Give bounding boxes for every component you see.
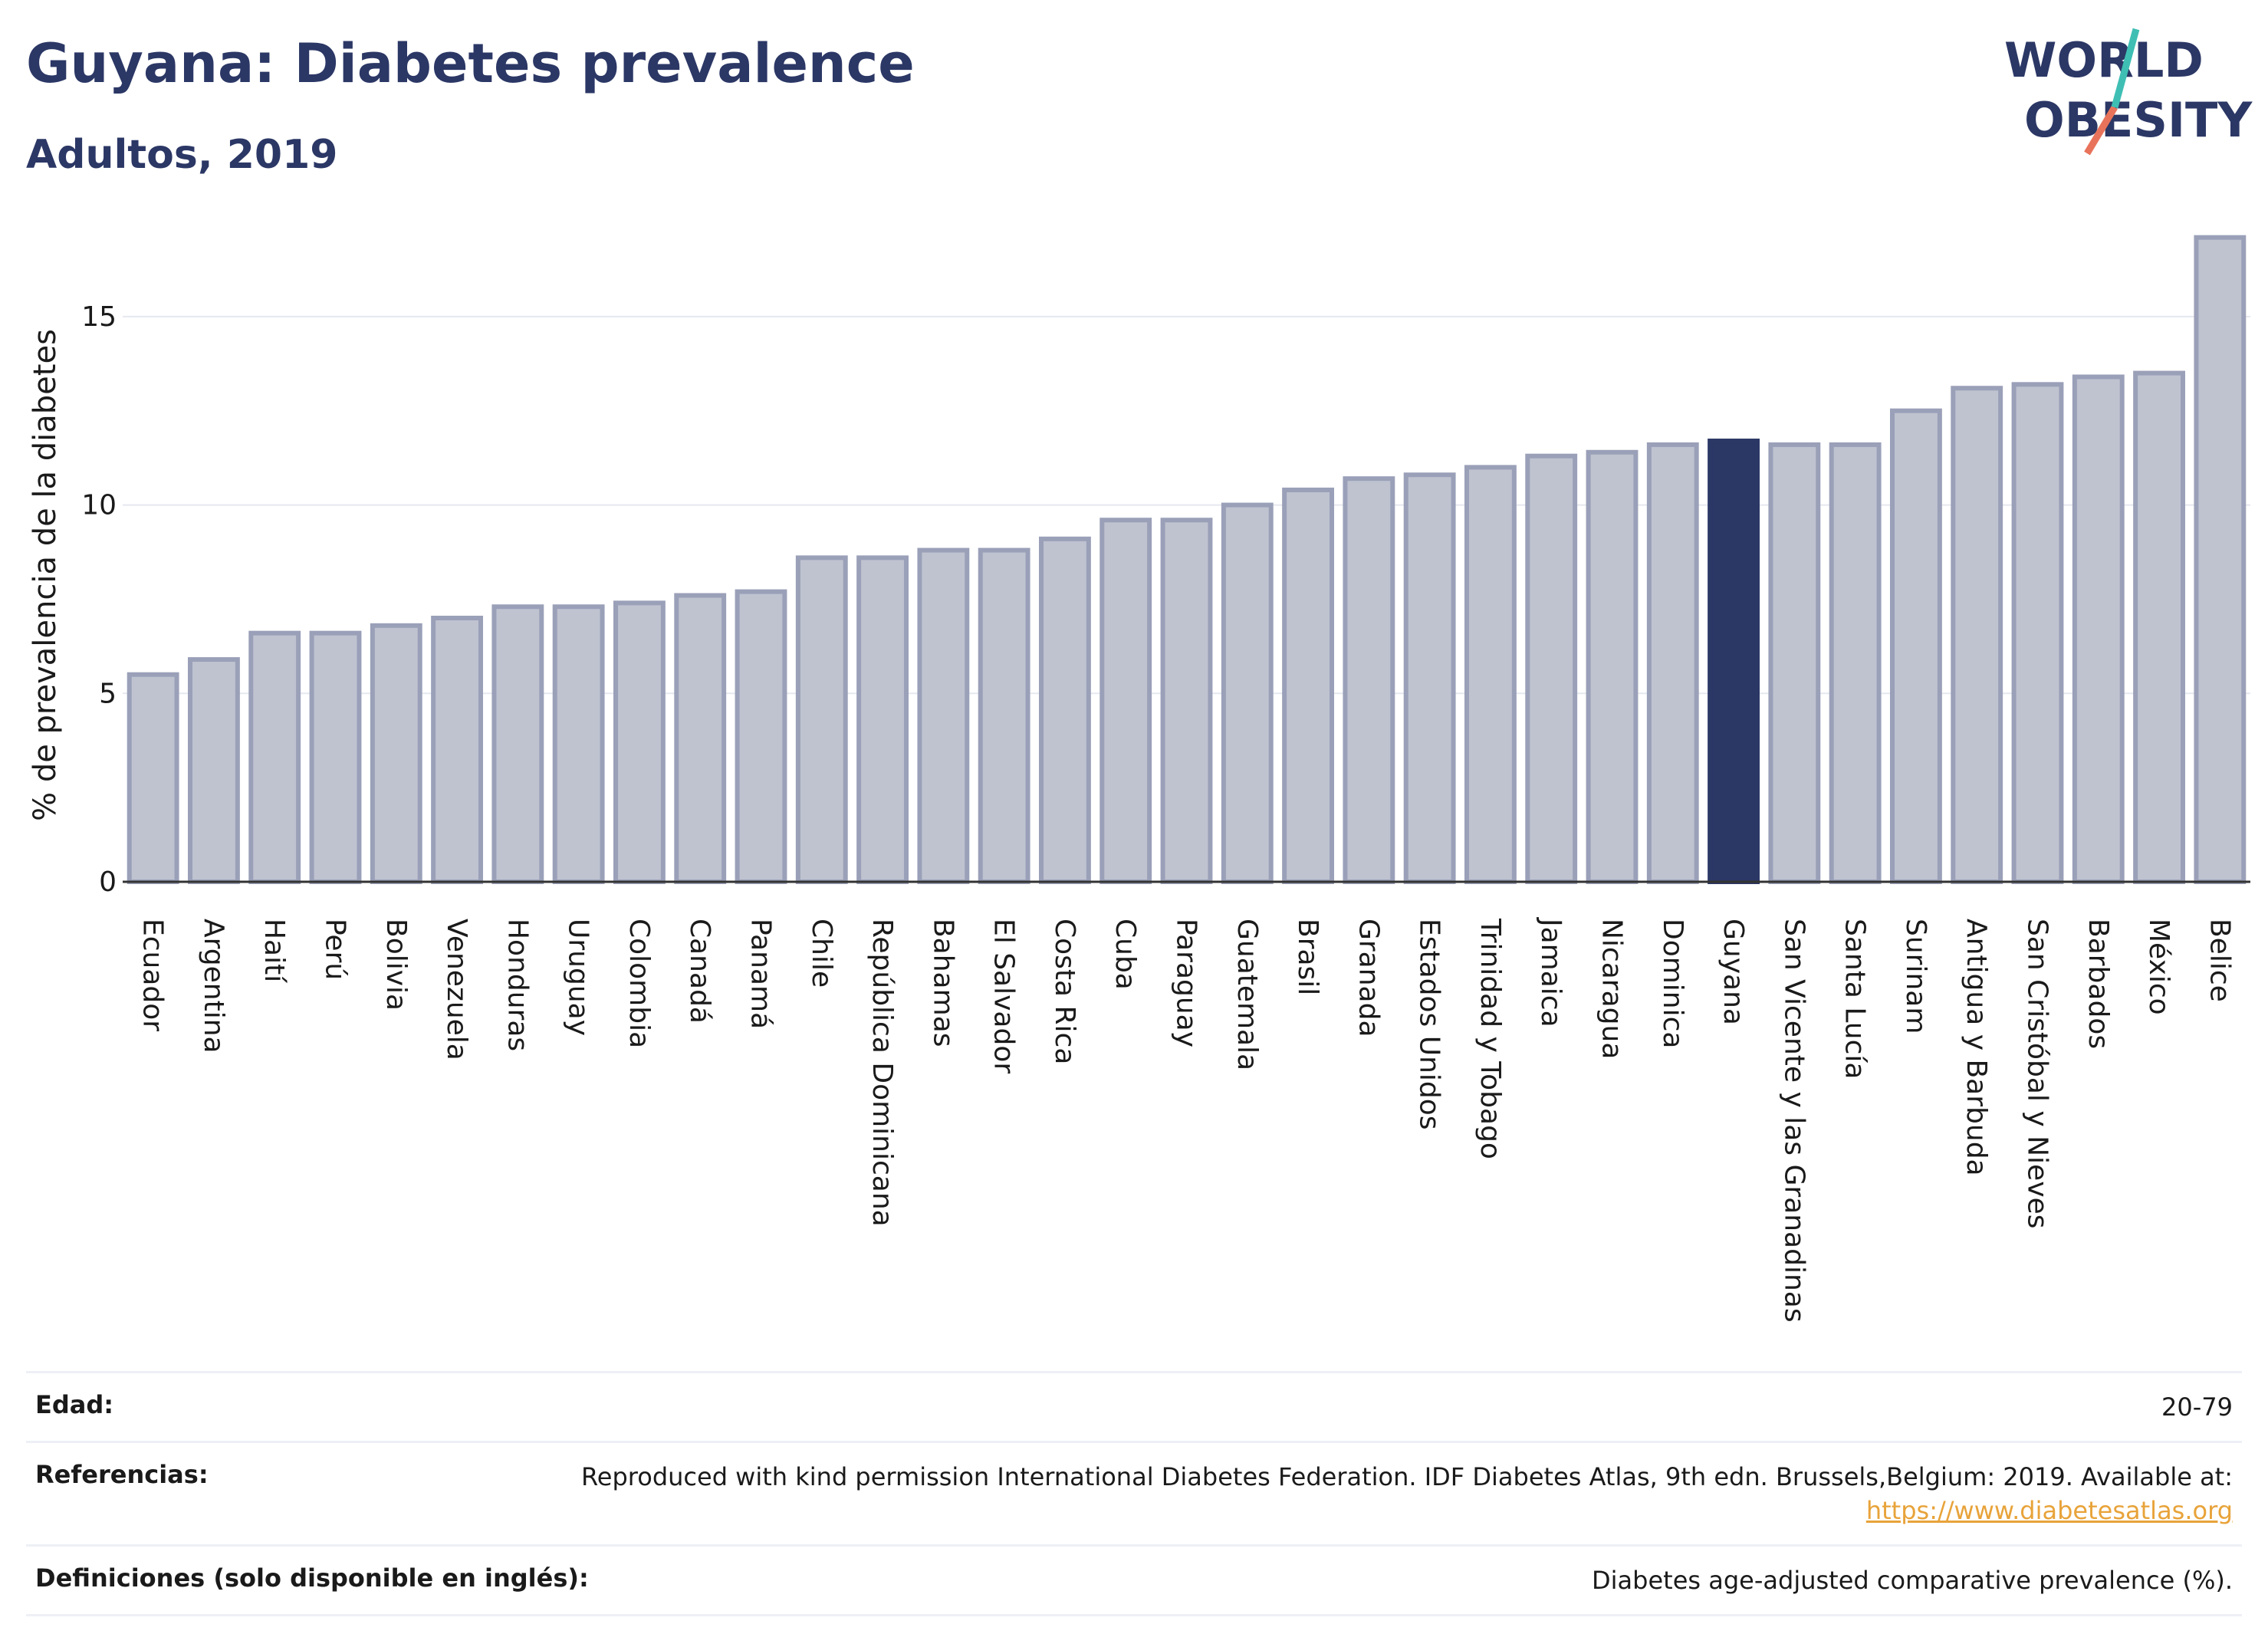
chart-subtitle: Adultos, 2019 [26,132,338,178]
logo-slash-teal [2111,28,2140,109]
age-value: 20-79 [2161,1392,2233,1422]
y-tick-label: 5 [99,678,117,709]
x-tick-label: San Vicente y las Granadinas [1778,919,1809,1323]
x-tick-label: México [2143,919,2174,1015]
x-tick-label: Chile [806,919,837,988]
bar-nicaragua [1586,449,1639,884]
bar-venezuela [431,616,483,884]
bar-belice [2194,235,2247,884]
x-tick-label: Trinidad y Tobago [1474,918,1506,1159]
x-tick-label: Brasil [1292,919,1323,995]
x-tick-label: Perú [320,919,351,980]
x-tick-label: Cuba [1109,919,1141,990]
x-tick-label: Guatemala [1231,919,1263,1070]
x-tick-label: Surinam [1900,919,1931,1034]
x-tick-label: Santa Lucía [1839,919,1871,1079]
bar-antigua-y-barbuda [1951,386,2003,884]
bar-brasil [1282,487,1334,885]
x-tick-label: El Salvador [988,919,1020,1073]
references-label: Referencias: [35,1460,209,1489]
logo-slash-orange [2084,105,2118,156]
age-label: Edad: [35,1390,114,1419]
bar-guyana [1708,439,1760,884]
bar-dominica [1646,442,1699,884]
y-tick-label: 15 [81,301,117,333]
x-tick-label: Nicaragua [1596,919,1628,1059]
x-tick-label: Honduras [501,919,533,1051]
bar-trinidad-y-tobago [1464,465,1517,884]
x-tick-label: Canadá [684,919,715,1024]
x-tick-label: Argentina [198,919,229,1054]
bar-granada [1343,476,1395,884]
bar-san-cristóbal-y-nieves [2011,382,2064,885]
info-row-age: Edad: 20-79 [26,1371,2242,1441]
x-tick-label: Haití [258,919,290,983]
bar-barbados [2072,374,2125,884]
info-table: Edad: 20-79 Referencias: Reproduced with… [26,1371,2242,1616]
references-value: Reproduced with kind permission Internat… [581,1460,2233,1527]
x-tick-label: Dominica [1657,919,1688,1049]
logo-line1: WORLD [2004,32,2204,88]
references-link[interactable]: https://www.diabetesatlas.org [1865,1496,2233,1525]
x-tick-label: Paraguay [1171,919,1202,1047]
x-tick-label: Costa Rica [1049,919,1080,1064]
bar-república-dominicana [856,555,909,884]
x-tick-label: Uruguay [563,919,594,1036]
x-tick-label: Colombia [623,919,655,1048]
y-axis-ticks: 0 5 10 15 [81,301,117,898]
x-tick-label: Guyana [1717,919,1749,1025]
bar-argentina [188,657,240,884]
bar-méxico [2133,370,2185,885]
x-tick-label: Jamaica [1535,917,1566,1027]
y-tick-label: 10 [81,490,117,521]
y-axis-label: % de prevalencia de la diabetes [28,329,63,821]
x-tick-label: Barbados [2082,919,2114,1049]
definitions-label: Definiciones (solo disponible en inglés)… [35,1563,589,1593]
bar-surinam [1890,408,1942,884]
bar-bolivia [370,623,422,884]
bar-san-vicente-y-las-granadinas [1768,442,1821,884]
bar-haití [248,630,301,885]
x-tick-label: Bolivia [380,919,412,1011]
bar-guatemala [1221,502,1274,884]
chart-title: Guyana: Diabetes prevalence [26,32,915,95]
bar-jamaica [1525,453,1578,884]
bar-chart: 0 5 10 15 Ecuador Argentina Haití Perú Bolivia V… [28,235,2250,1323]
bar-perú [309,630,362,885]
x-tick-label: República Dominicana [866,919,898,1227]
references-text: Reproduced with kind permission Internat… [580,1462,2233,1491]
bar-honduras [491,604,544,884]
x-tick-label: San Cristóbal y Nieves [2022,919,2053,1228]
logo-line2: OBESITY [2024,92,2253,148]
bar-el-salvador [978,547,1030,884]
x-tick-label: Bahamas [927,919,958,1047]
bar-santa-lucía [1829,442,1882,884]
bar-canadá [674,593,727,884]
x-tick-label: Panamá [745,919,777,1029]
definitions-value: Diabetes age-adjusted comparative preval… [1592,1566,2233,1595]
bar-chile [795,555,848,884]
bar-paraguay [1160,518,1213,884]
bars [127,235,2247,885]
x-axis-ticks: Ecuador Argentina Haití Perú Bolivia Venezuel… [137,917,2236,1323]
y-tick-label: 0 [99,866,117,898]
bar-cuba [1099,518,1152,884]
x-tick-label: Antigua y Barbuda [1961,919,1992,1176]
bar-panamá [735,589,787,884]
info-row-references: Referencias: Reproduced with kind permis… [26,1441,2242,1544]
bar-costa-rica [1039,536,1091,884]
x-tick-label: Estados Unidos [1414,919,1445,1130]
world-obesity-logo: WORLD OBESITY [2004,28,2253,156]
info-row-definitions: Definiciones (solo disponible en inglés)… [26,1544,2242,1616]
bar-ecuador [127,672,179,884]
bar-bahamas [917,547,970,884]
x-tick-label: Granada [1353,919,1384,1037]
bar-uruguay [552,604,605,884]
bar-colombia [613,600,666,884]
x-tick-label: Ecuador [137,919,169,1031]
bar-estados-unidos [1403,472,1456,884]
x-tick-label: Belice [2204,919,2235,1002]
x-tick-label: Venezuela [441,919,472,1060]
